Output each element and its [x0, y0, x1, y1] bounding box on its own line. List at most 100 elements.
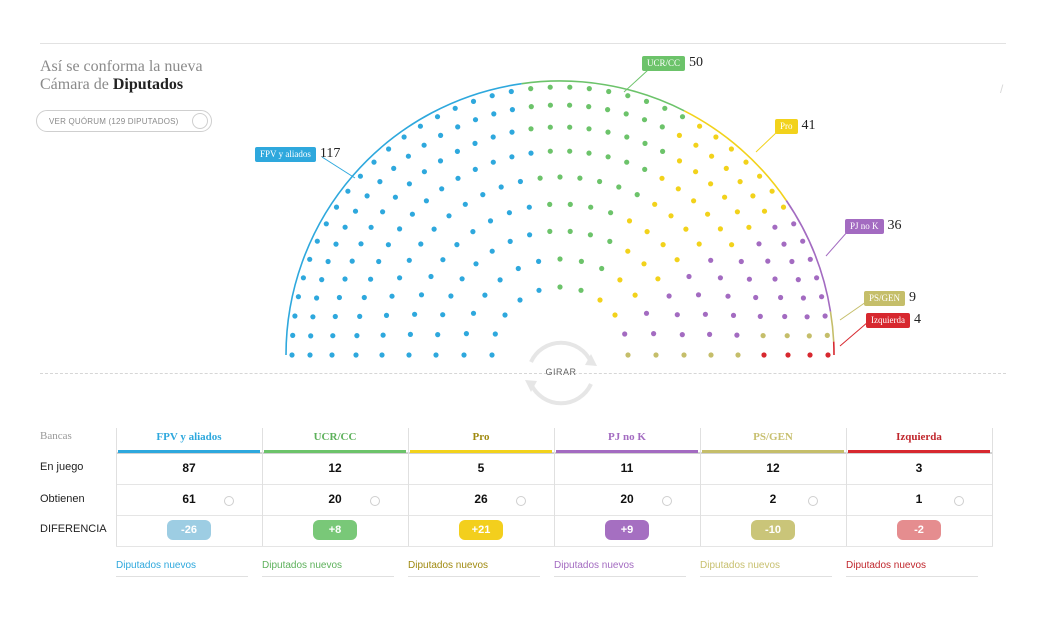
column-header-accent — [264, 450, 406, 453]
seat-dot — [806, 333, 812, 339]
party-arc — [829, 311, 835, 342]
seat-dot — [807, 256, 813, 262]
seat-dot — [440, 257, 446, 263]
rotate-button[interactable]: GIRAR — [517, 332, 605, 414]
party-arc — [521, 80, 685, 112]
seat-dot — [490, 134, 496, 140]
diferencia-pill: -26 — [167, 520, 211, 540]
quorum-toggle-button[interactable]: VER QUÓRUM (129 DIPUTADOS) — [36, 110, 212, 132]
seat-dot — [330, 333, 336, 339]
title-line-1: Así se conforma la nueva — [40, 58, 203, 75]
seat-dot — [506, 210, 512, 216]
seat-dot — [333, 241, 339, 247]
seat-dot — [778, 294, 784, 301]
new-deputies-link[interactable]: Diputados nuevos — [554, 560, 635, 571]
column-header: Pro — [472, 431, 490, 443]
seat-dot — [438, 132, 444, 138]
new-deputies-link[interactable]: Diputados nuevos — [262, 560, 343, 571]
seat-dot — [697, 123, 703, 129]
seat-dot — [463, 331, 469, 337]
seat-dot — [807, 352, 813, 358]
seat-dot — [461, 352, 467, 358]
seat-dot — [746, 224, 752, 230]
seat-dot — [368, 224, 374, 230]
seat-dot — [769, 188, 775, 194]
seat-dot — [625, 352, 631, 358]
seat-dot — [352, 208, 359, 214]
new-deputies-link[interactable]: Diputados nuevos — [700, 560, 781, 571]
seat-dot — [406, 352, 412, 358]
seat-dot — [307, 352, 313, 358]
seat-dot — [487, 218, 494, 224]
seat-dot — [825, 352, 831, 358]
seat-dot — [674, 312, 680, 318]
seat-dot — [314, 238, 320, 244]
column-header-accent — [556, 450, 698, 453]
party-label-leader — [839, 321, 869, 347]
info-circle-icon[interactable] — [954, 496, 964, 506]
seat-dot — [418, 292, 425, 298]
seat-dot — [597, 178, 603, 185]
seat-dot — [507, 238, 513, 244]
seat-dot — [421, 142, 427, 148]
info-circle-icon[interactable] — [516, 496, 526, 506]
seat-dot — [472, 140, 478, 146]
cell-en-juego: 5 — [477, 461, 485, 475]
seat-dot — [448, 293, 454, 299]
seat-dot — [428, 273, 434, 280]
seat-dot — [814, 275, 820, 281]
seat-dot — [480, 192, 486, 198]
seat-dot — [734, 332, 740, 338]
seat-dot — [508, 88, 514, 95]
seat-dot — [605, 129, 611, 135]
seat-dot — [643, 98, 650, 104]
seat-dot — [587, 232, 594, 238]
seat-dot — [708, 181, 714, 187]
info-circle-icon[interactable] — [224, 496, 234, 506]
info-circle-icon[interactable] — [662, 496, 672, 506]
new-deputies-link[interactable]: Diputados nuevos — [408, 560, 489, 571]
seat-dot — [709, 153, 715, 159]
seat-dot — [536, 287, 542, 293]
seat-dot — [696, 241, 702, 247]
seat-dot — [489, 93, 495, 99]
seat-dot — [737, 179, 743, 185]
info-circle-icon[interactable] — [370, 496, 380, 506]
column-separator — [408, 428, 409, 546]
seat-dot — [345, 188, 351, 194]
new-deputies-link[interactable]: Diputados nuevos — [846, 560, 927, 571]
seat-dot — [386, 146, 392, 152]
seat-dot — [780, 204, 787, 210]
party-label: PJ no K 36 — [845, 218, 902, 234]
seat-dot — [459, 276, 465, 282]
party-tag: Pro — [775, 118, 798, 134]
title-line-2-prefix: Cámara de — [40, 76, 113, 93]
party-tag: PS/GEN — [864, 290, 906, 306]
party-arc — [683, 110, 787, 201]
party-label: UCR/CC 50 — [642, 55, 703, 71]
new-deputies-underline — [408, 576, 540, 577]
seat-dot — [383, 312, 390, 318]
seat-dot — [361, 294, 367, 301]
party-arc — [285, 82, 522, 356]
cell-en-juego: 12 — [766, 461, 780, 475]
seat-dot — [756, 241, 762, 247]
diferencia-pill: -2 — [897, 520, 941, 540]
seat-dot — [567, 228, 573, 234]
seat-dot — [310, 314, 316, 320]
rotate-arrows-icon — [525, 340, 597, 406]
party-seat-count: 9 — [909, 290, 917, 305]
seat-dot — [406, 257, 412, 263]
info-circle-icon[interactable] — [808, 496, 818, 506]
seat-dot — [624, 134, 630, 140]
seat-dot — [567, 148, 573, 154]
new-deputies-link[interactable]: Diputados nuevos — [116, 560, 197, 571]
seat-dot — [371, 159, 377, 165]
seat-dot — [578, 258, 585, 264]
seat-dot — [446, 213, 452, 219]
seat-dot — [491, 111, 497, 117]
quorum-toggle-label: VER QUÓRUM (129 DIPUTADOS) — [49, 116, 179, 126]
cell-en-juego: 12 — [328, 461, 342, 475]
party-label: Izquierda 4 — [866, 312, 921, 328]
seat-dot — [547, 201, 553, 207]
